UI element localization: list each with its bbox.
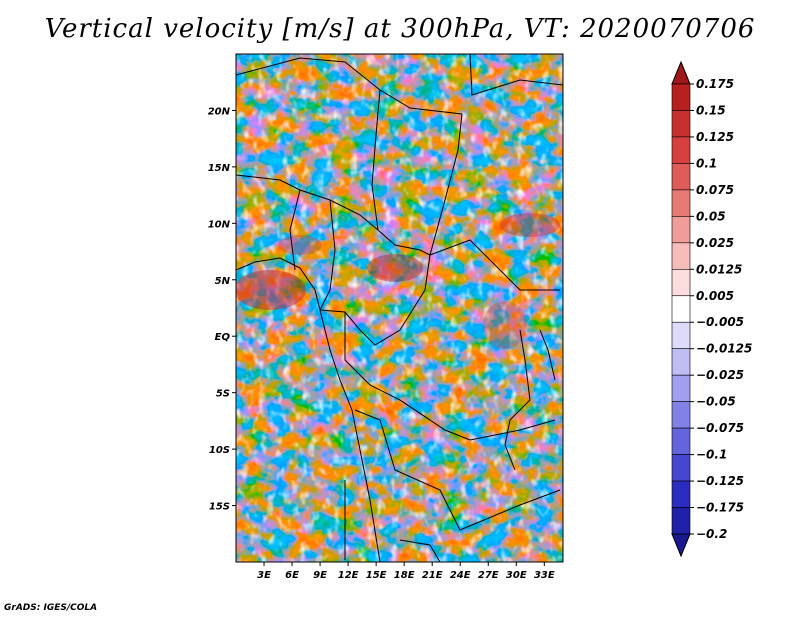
x-axis: 3E 6E 9E 12E 15E 18E 21E 24E 27E 30E 33E <box>257 562 555 581</box>
colorbar-swatch <box>671 83 691 111</box>
x-tick-label: 6E <box>285 570 299 581</box>
colorbar-label: 0.025 <box>696 236 734 250</box>
colorbar-label: −0.005 <box>696 315 744 329</box>
y-tick-label: 5N <box>215 276 231 287</box>
colorbar-swatch <box>671 163 691 191</box>
y-axis: 20N 15N 10N 5N EQ 5S 10S 15S <box>208 106 236 513</box>
y-tick-label: EQ <box>215 332 231 343</box>
colorbar-label: −0.075 <box>696 421 744 435</box>
ascent-patch <box>278 235 322 255</box>
colorbar-label: −0.125 <box>696 474 744 488</box>
colorbar-label: 0.175 <box>696 77 734 91</box>
chart-title: Vertical velocity [m/s] at 300hPa, VT: 2… <box>44 14 756 44</box>
colorbar-swatch <box>671 480 691 508</box>
colorbar-label: −0.025 <box>696 368 744 382</box>
colorbar-swatch <box>671 242 691 270</box>
colorbar-swatch <box>671 401 691 429</box>
x-tick-label: 21E <box>422 570 443 581</box>
x-tick-label: 3E <box>257 570 271 581</box>
colorbar-swatch <box>671 321 691 350</box>
ascent-patch <box>367 254 423 282</box>
x-tick-label: 33E <box>534 570 555 581</box>
colorbar-swatch <box>671 189 691 217</box>
colorbar-swatch <box>671 454 691 482</box>
colorbar-swatch <box>671 268 691 297</box>
colorbar-swatch <box>671 136 691 164</box>
y-tick-label: 5S <box>216 389 230 400</box>
colorbar-top-arrow <box>671 60 691 85</box>
colorbar-label: 0.1 <box>696 156 717 170</box>
ascent-patch <box>483 301 527 349</box>
colorbar-swatch <box>671 374 691 402</box>
y-tick-label: 15N <box>208 163 231 174</box>
colorbar-label: −0.175 <box>696 501 744 515</box>
colorbar-label: −0.2 <box>696 527 727 541</box>
grads-credit: GrADS: IGES/COLA <box>4 603 98 613</box>
colorbar-bottom-arrow <box>671 533 691 558</box>
y-tick-label: 15S <box>209 502 230 513</box>
y-tick-label: 10N <box>208 219 231 230</box>
colorbar-label: −0.0125 <box>696 342 752 356</box>
country-borders <box>236 54 563 562</box>
ascent-patch <box>236 270 306 310</box>
colorbar-label: 0.005 <box>696 289 734 303</box>
colorbar: 0.175 0.15 0.125 0.1 0.075 0.05 0.025 0.0125 0.0… <box>671 60 752 558</box>
y-tick-label: 20N <box>208 106 231 117</box>
colorbar-label: 0.05 <box>696 209 726 223</box>
x-tick-label: 18E <box>394 570 415 581</box>
colorbar-label: −0.1 <box>696 448 727 462</box>
x-tick-label: 27E <box>478 570 499 581</box>
x-tick-label: 15E <box>366 570 387 581</box>
colorbar-swatch <box>671 295 691 323</box>
x-tick-label: 9E <box>313 570 327 581</box>
x-tick-label: 24E <box>450 570 471 581</box>
colorbar-swatch <box>671 110 691 138</box>
plot-frame <box>235 53 564 563</box>
colorbar-swatch <box>671 348 691 376</box>
colorbar-label: 0.0125 <box>696 262 742 276</box>
colorbar-label: 0.075 <box>696 183 734 197</box>
ascent-patch <box>500 213 560 237</box>
colorbar-swatch <box>671 427 691 455</box>
colorbar-label: 0.15 <box>696 103 726 117</box>
velocity-texture <box>236 54 563 562</box>
colorbar-swatch <box>671 216 691 244</box>
x-tick-label: 30E <box>506 570 527 581</box>
x-tick-label: 12E <box>338 570 359 581</box>
y-tick-label: 10S <box>209 445 230 456</box>
colorbar-label: −0.05 <box>696 395 736 409</box>
colorbar-swatch <box>671 507 691 535</box>
map-field <box>236 54 563 562</box>
colorbar-label: 0.125 <box>696 130 734 144</box>
